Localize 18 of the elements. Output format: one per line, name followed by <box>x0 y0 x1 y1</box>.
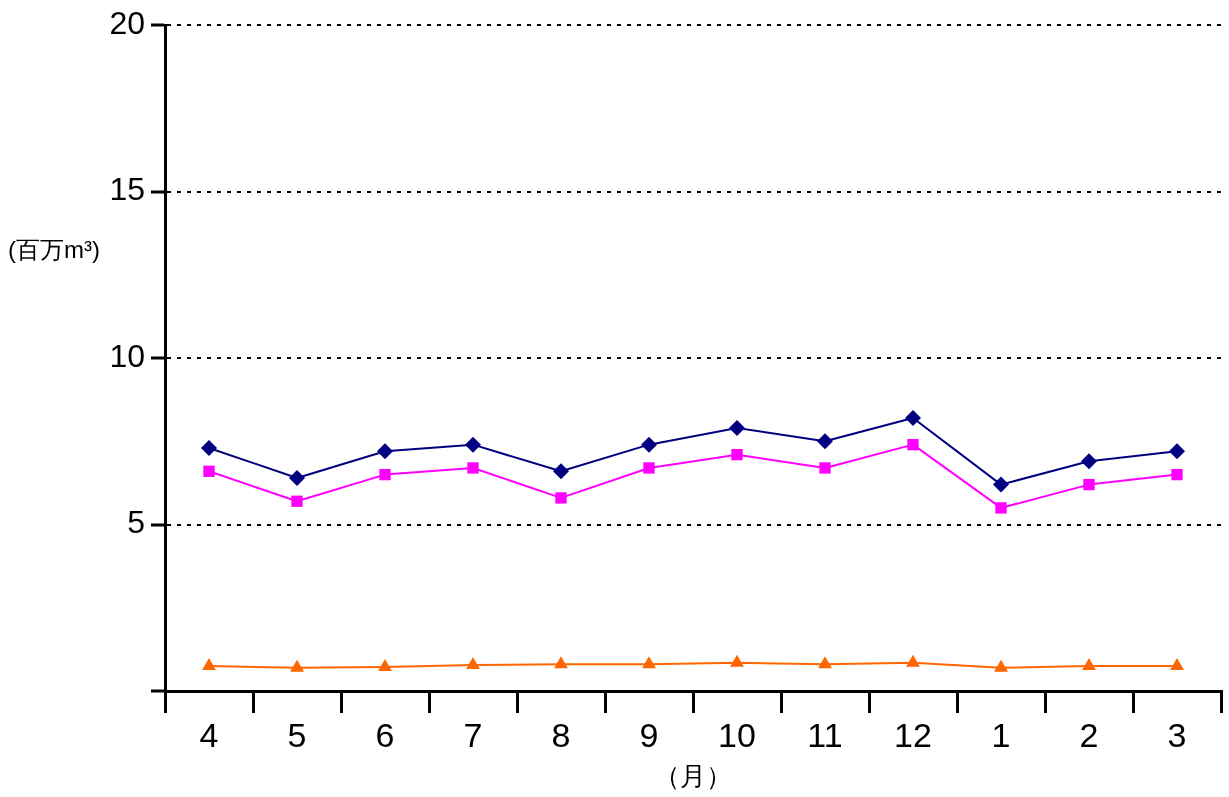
y-tick-label: 5 <box>127 504 145 541</box>
x-tick-label: 1 <box>991 715 1011 754</box>
y-tick-label: 10 <box>109 337 145 374</box>
x-tick-label: 8 <box>551 715 571 754</box>
x-tick-label: 2 <box>1079 715 1099 754</box>
x-tick-label: 12 <box>894 715 932 754</box>
x-tick-label: 11 <box>807 715 843 754</box>
x-tick-label: 4 <box>199 715 219 754</box>
x-tick-label: 10 <box>718 715 756 754</box>
y-tick-label: 20 <box>109 5 145 42</box>
x-tick-label: 5 <box>287 715 307 754</box>
x-tick-label: 3 <box>1167 715 1187 754</box>
y-tick-label: 15 <box>109 171 145 208</box>
x-tick-label: 6 <box>375 715 395 754</box>
x-tick-label: 9 <box>639 715 659 754</box>
x-axis-title: （月） <box>654 760 732 791</box>
y-axis-title: (百万m³) <box>8 236 100 264</box>
x-tick-label: 7 <box>463 715 483 754</box>
